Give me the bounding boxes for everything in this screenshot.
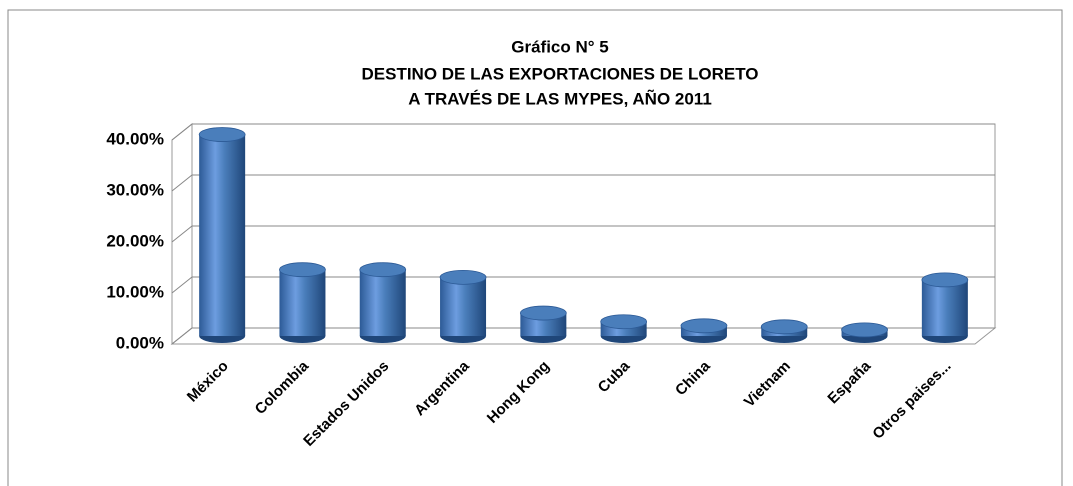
y-tick-label: 10.00%: [106, 282, 164, 301]
bar: [199, 134, 246, 336]
y-tick-label: 30.00%: [106, 180, 164, 199]
chart-title: Gráfico N° 5: [511, 37, 609, 56]
bar-top: [519, 305, 567, 321]
chart-title: DESTINO DE LAS EXPORTACIONES DE LORETO: [361, 64, 758, 83]
bar-top: [359, 262, 407, 278]
bar: [279, 269, 326, 336]
bar-top: [680, 318, 728, 334]
bar: [921, 279, 968, 336]
bar-top: [921, 272, 969, 288]
bar-top: [841, 322, 888, 338]
bar-top: [760, 319, 808, 335]
grid-line: [171, 174, 995, 192]
bar: [359, 269, 406, 336]
bar-top: [439, 269, 487, 285]
bar: [440, 277, 487, 336]
bar-top: [600, 314, 648, 330]
grid-line: [171, 276, 995, 294]
y-tick-label: 0.00%: [116, 333, 164, 352]
y-tick-label: 40.00%: [106, 129, 164, 148]
bar-top: [279, 262, 326, 278]
bar-top: [198, 127, 246, 142]
grid-line: [171, 327, 995, 345]
grid-line: [171, 123, 995, 141]
grid-line: [171, 225, 995, 243]
y-tick-label: 20.00%: [106, 231, 164, 250]
chart-title: A TRAVÉS DE LAS MYPES, AÑO 2011: [408, 88, 712, 108]
